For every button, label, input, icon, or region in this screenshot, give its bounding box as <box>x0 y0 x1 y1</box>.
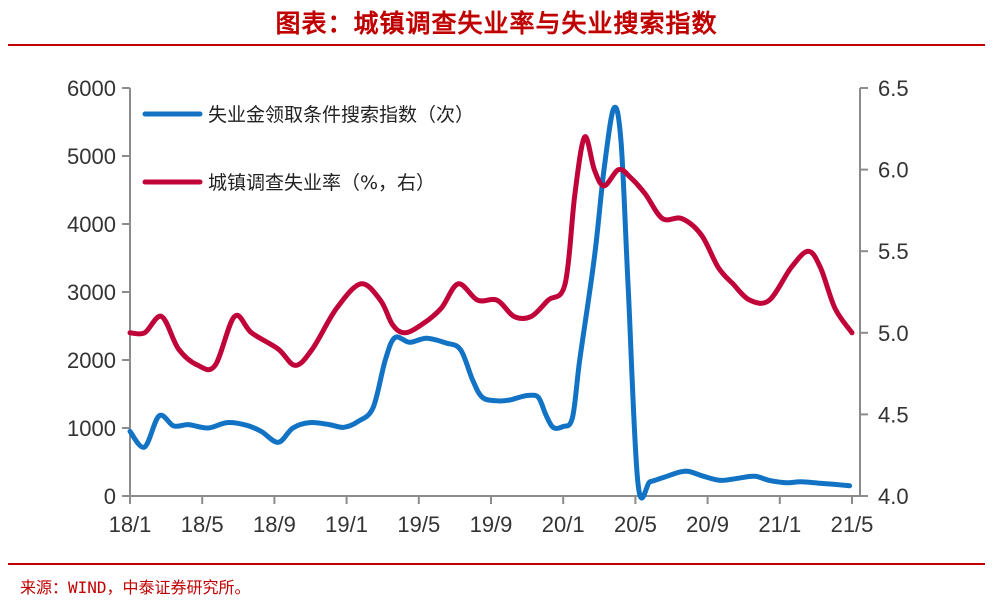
x-tick-label: 19/1 <box>325 512 368 537</box>
chart-area: 0 1000 2000 3000 4000 5000 6000 4.0 4.5 5.0 5.5 6.0… <box>67 76 909 537</box>
x-tick-label: 19/5 <box>397 512 440 537</box>
axes-layer: 0 1000 2000 3000 4000 5000 6000 4.0 4.5 5.0 5.5 6.0… <box>67 76 909 537</box>
x-tick-label: 19/9 <box>470 512 513 537</box>
left-tick-label: 4000 <box>67 212 116 237</box>
title-rule <box>8 44 985 46</box>
chart-title: 图表：城镇调查失业率与失业搜索指数 <box>275 9 718 38</box>
series-layer <box>127 104 855 501</box>
right-tick-label: 5.0 <box>878 321 909 346</box>
right-tick-label: 6.5 <box>878 76 909 101</box>
source-note: 来源：WIND，中泰证券研究所。 <box>20 578 251 597</box>
right-tick-label: 6.0 <box>878 158 909 183</box>
series-line-unemployment-rate <box>127 134 855 373</box>
left-tick-label: 6000 <box>67 76 116 101</box>
left-tick-label: 2000 <box>67 348 116 373</box>
x-tick-label: 20/5 <box>614 512 657 537</box>
left-tick-label: 5000 <box>67 144 116 169</box>
right-tick-label: 4.0 <box>878 484 909 509</box>
left-tick-label: 1000 <box>67 416 116 441</box>
left-tick-label: 0 <box>104 484 116 509</box>
x-tick-label: 20/9 <box>686 512 729 537</box>
right-tick-label: 5.5 <box>878 239 909 264</box>
x-tick-label: 21/5 <box>831 512 874 537</box>
x-tick-label: 18/1 <box>109 512 152 537</box>
left-tick-label: 3000 <box>67 280 116 305</box>
x-tick-label: 21/1 <box>758 512 801 537</box>
right-tick-label: 4.5 <box>878 402 909 427</box>
series-line-search-index <box>127 104 853 501</box>
x-tick-label: 18/9 <box>253 512 296 537</box>
legend-label: 失业金领取条件搜索指数（次） <box>208 104 474 126</box>
x-tick-label: 18/5 <box>181 512 224 537</box>
x-tick-label: 20/1 <box>542 512 585 537</box>
footer-rule <box>8 563 985 565</box>
legend: 失业金领取条件搜索指数（次） 城镇调查失业率（%，右） <box>142 104 474 194</box>
legend-label: 城镇调查失业率（%，右） <box>208 172 435 194</box>
